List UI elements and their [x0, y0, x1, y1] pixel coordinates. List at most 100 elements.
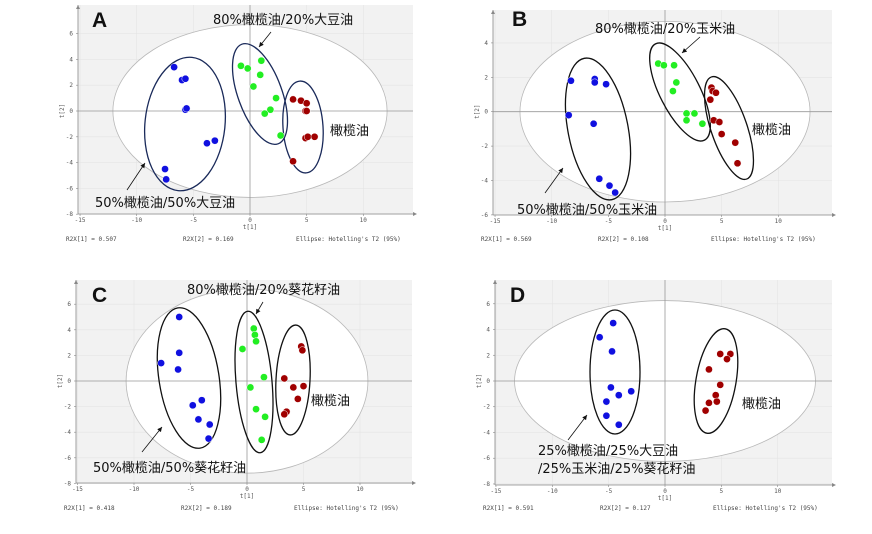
data-point-red [705, 365, 713, 374]
x-tick-label: -15 [72, 486, 83, 493]
data-point-blue [607, 383, 615, 392]
group-label-olive-oil: 橄榄油 [330, 123, 369, 139]
data-point-green [690, 109, 699, 118]
x-tick-label: 5 [305, 217, 309, 224]
data-point-red [303, 132, 312, 141]
data-point-blue [170, 63, 178, 71]
data-point-green [238, 345, 247, 353]
panel-letter: C [92, 284, 107, 307]
data-point-red [717, 130, 726, 138]
data-point-green [257, 436, 266, 444]
group-label-top: 80%橄榄油/20%大豆油 [213, 12, 353, 28]
data-point-blue [175, 313, 184, 321]
data-point-red [716, 350, 725, 358]
panel-c: -15 -10 -5 0 5 10 -8 -6 -4 -2 0 2 4 6 t[1] t[2] C 80%橄榄油/… [57, 280, 416, 512]
y-tick-label: -4 [64, 429, 72, 436]
group-label-bottom: 50%橄榄油/50%大豆油 [95, 195, 235, 211]
group-ellipse [589, 309, 641, 435]
data-point-green [246, 383, 255, 392]
data-point-blue [602, 80, 610, 89]
x-tick-label: 10 [774, 488, 782, 495]
annotation-arrow [681, 36, 701, 54]
y-axis-label: t[2] [474, 104, 481, 118]
annotation-arrow [258, 31, 272, 48]
data-point-blue [174, 365, 182, 374]
x-tick-label: -10 [131, 217, 142, 224]
footer-r2x1: R2X[1] = 0.591 [483, 505, 534, 512]
data-point-red [298, 346, 307, 355]
x-tick-label: -15 [491, 488, 502, 495]
x-axis-arrow-icon [412, 481, 416, 485]
y-tick-label: 0 [484, 109, 488, 116]
data-point-red [701, 406, 710, 415]
group-label-bottom: 50%橄榄油/50%葵花籽油 [93, 460, 246, 476]
y-tick-label: -2 [66, 134, 74, 141]
data-point-red [733, 159, 742, 168]
x-axis-arrow-icon [832, 483, 836, 487]
group-label-bottom: /25%玉米油/25%葵花籽油 [538, 461, 696, 477]
y-tick-label: -6 [481, 212, 489, 219]
x-axis-arrow-icon [413, 212, 417, 216]
footer-r2x2: R2X[2] = 0.108 [598, 236, 649, 243]
y-tick-label: -2 [481, 143, 489, 150]
group-label-olive-oil: 橄榄油 [311, 393, 350, 409]
x-tick-label: -5 [187, 486, 195, 493]
footer-r2x1: R2X[1] = 0.418 [64, 505, 115, 512]
data-point-green [256, 71, 265, 79]
x-tick-label: -5 [605, 488, 613, 495]
data-point-red [280, 410, 289, 419]
group-ellipse [649, 42, 711, 142]
data-point-green [698, 119, 707, 128]
data-point-green [670, 61, 678, 70]
y-tick-label: 2 [486, 352, 490, 359]
y-axis-arrow-icon [76, 5, 80, 9]
y-axis-arrow-icon [74, 280, 78, 284]
x-axis-label: t[1] [243, 224, 257, 231]
y-tick-label: 6 [69, 31, 73, 38]
y-tick-label: 4 [484, 40, 488, 47]
y-tick-label: 6 [67, 301, 71, 308]
y-tick-label: 6 [486, 301, 490, 308]
x-tick-label: -5 [190, 217, 198, 224]
data-point-green [669, 87, 677, 95]
data-point-red [711, 391, 720, 400]
data-point-blue [614, 420, 623, 429]
data-point-blue [590, 78, 599, 87]
data-point-blue [211, 136, 219, 145]
data-point-blue [161, 165, 169, 173]
group-label-bottom: 50%橄榄油/50%玉米油 [517, 202, 657, 218]
group-label-top: 80%橄榄油/20%玉米油 [595, 21, 735, 37]
data-point-green [252, 405, 260, 414]
data-point-red [294, 395, 302, 403]
data-point-red [280, 374, 289, 383]
data-point-red [705, 399, 713, 407]
x-tick-label: 5 [720, 218, 724, 225]
footer-r2x2: R2X[2] = 0.169 [183, 236, 234, 243]
data-point-blue [595, 333, 604, 342]
panel-b: -15 -10 -5 0 5 10 -6 -4 -2 0 2 4 t[1] t[2] B 80%橄榄油/20%… [474, 8, 836, 243]
x-axis-label: t[1] [240, 493, 254, 500]
data-point-blue [203, 139, 211, 148]
x-tick-label: 10 [360, 217, 368, 224]
data-point-blue [197, 396, 206, 405]
x-tick-label: -10 [129, 486, 140, 493]
y-tick-label: 4 [69, 56, 73, 63]
data-point-red [715, 118, 724, 126]
footer-ellipse: Ellipse: Hotelling's T2 (95%) [296, 236, 401, 243]
footer-r2x1: R2X[1] = 0.507 [66, 236, 117, 243]
x-tick-label: -15 [75, 217, 86, 224]
data-point-green [260, 373, 268, 382]
data-point-blue [564, 111, 573, 119]
data-point-red [723, 355, 731, 363]
x-tick-label: 0 [663, 488, 667, 495]
y-axis-arrow-icon [493, 280, 497, 284]
data-point-red [289, 157, 297, 166]
x-axis-label: t[1] [658, 495, 672, 502]
x-tick-label: 10 [356, 486, 364, 493]
panel-letter: A [92, 9, 107, 32]
x-tick-label: -15 [490, 218, 501, 225]
data-point-blue [614, 391, 623, 400]
footer-r2x1: R2X[1] = 0.569 [481, 236, 532, 243]
data-point-red [289, 95, 297, 104]
